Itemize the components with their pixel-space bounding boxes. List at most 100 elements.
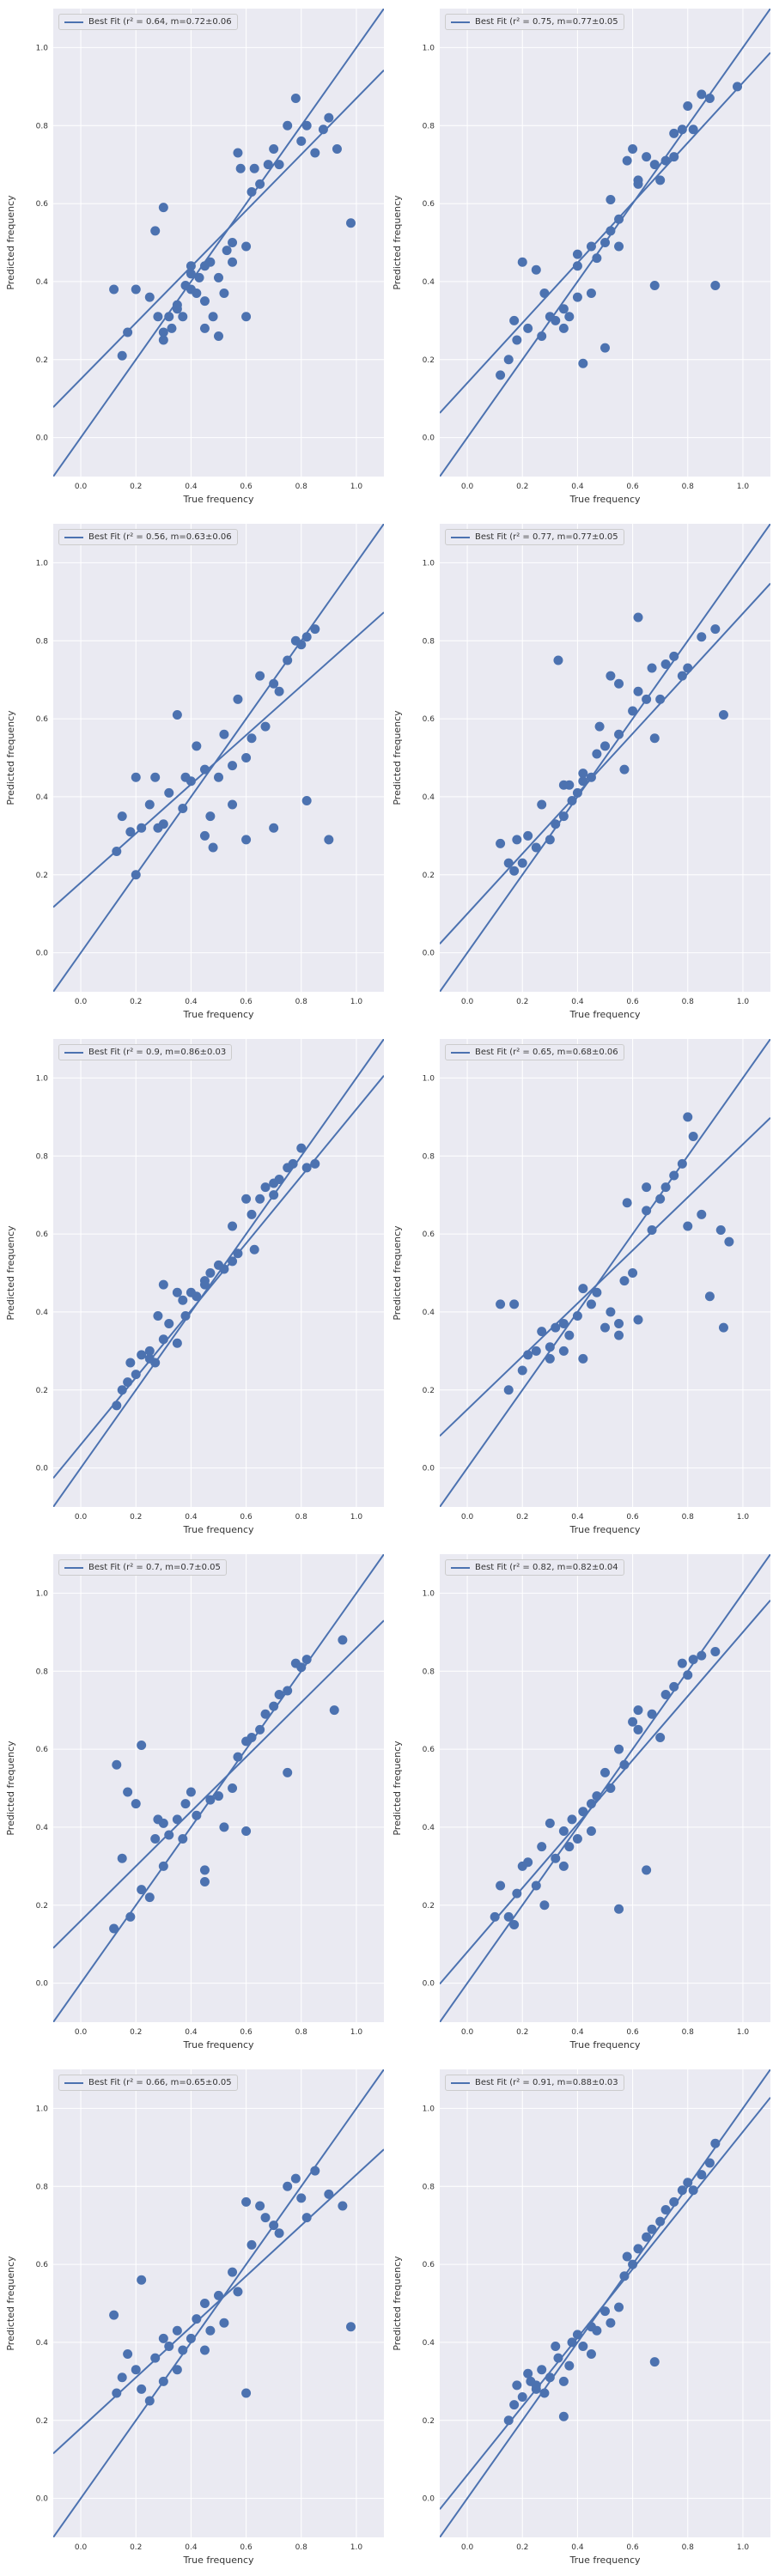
- data-point: [228, 799, 238, 810]
- data-point: [260, 1709, 271, 1719]
- legend-line-swatch: [64, 1051, 83, 1054]
- data-point: [144, 1893, 155, 1903]
- data-point: [551, 819, 561, 829]
- data-point: [205, 811, 216, 822]
- data-point: [123, 2349, 133, 2360]
- legend-label: Best Fit (r² = 0.56, m=0.63±0.06: [88, 532, 232, 542]
- data-point: [655, 175, 666, 185]
- data-point: [704, 93, 715, 103]
- legend-label: Best Fit (r² = 0.65, m=0.68±0.06: [475, 1048, 618, 1057]
- data-point: [241, 753, 252, 762]
- data-point: [704, 2158, 715, 2168]
- data-point: [628, 2259, 638, 2269]
- data-point: [660, 2205, 671, 2215]
- y-tick-label: 0.4: [423, 1824, 435, 1832]
- data-point: [310, 148, 320, 158]
- y-axis-label: Predicted frequency: [392, 195, 403, 290]
- y-tick-label: 0.2: [36, 1902, 48, 1911]
- data-point: [545, 1353, 555, 1364]
- x-tick-label: 0.0: [75, 2028, 88, 2037]
- scatter-panel: 0.0 0.0 0.2 0.2 0.4 0.4 0.6 0.6 0.8 0.8 1.0 1.0 True…: [386, 1030, 773, 1546]
- identity-line: [53, 1554, 384, 2022]
- data-point: [509, 866, 520, 876]
- data-point: [531, 264, 541, 275]
- legend: Best Fit (r² = 0.9, m=0.86±0.03: [58, 1044, 233, 1060]
- data-point: [255, 1194, 265, 1204]
- data-point: [572, 249, 582, 259]
- data-point: [600, 1322, 610, 1333]
- data-point: [622, 2251, 632, 2262]
- data-point: [199, 830, 210, 841]
- data-point: [586, 289, 596, 299]
- identity-line: [440, 1554, 770, 2022]
- data-point: [523, 1350, 533, 1360]
- data-point: [633, 686, 643, 696]
- data-point: [178, 1295, 188, 1305]
- x-axis-label: True frequency: [182, 1009, 254, 1020]
- y-axis-label: Predicted frequency: [392, 2256, 403, 2351]
- data-point: [296, 1143, 307, 1153]
- data-point: [622, 155, 632, 166]
- data-point: [208, 842, 218, 853]
- data-point: [614, 1744, 624, 1754]
- data-point: [178, 312, 188, 322]
- x-tick-label: 0.8: [682, 1513, 695, 1522]
- x-tick-label: 1.0: [350, 1513, 363, 1522]
- scatter-plot: 0.0 0.0 0.2 0.2 0.4 0.4 0.6 0.6 0.8 0.8 1.0 1.0 True…: [392, 524, 770, 1020]
- x-tick-label: 1.0: [350, 998, 363, 1006]
- data-point: [531, 1346, 541, 1356]
- data-point: [247, 1209, 257, 1219]
- x-tick-label: 0.8: [682, 483, 695, 491]
- data-point: [677, 1158, 687, 1169]
- data-point: [324, 112, 334, 123]
- data-point: [545, 2372, 555, 2383]
- data-point: [172, 300, 182, 310]
- data-point: [718, 710, 728, 720]
- x-tick-label: 1.0: [737, 1513, 750, 1522]
- y-tick-label: 0.8: [36, 637, 49, 646]
- data-point: [586, 2349, 596, 2360]
- data-point: [150, 226, 161, 236]
- x-tick-label: 0.0: [75, 1513, 88, 1522]
- x-tick-label: 1.0: [350, 2543, 363, 2552]
- data-point: [567, 795, 577, 805]
- data-point: [172, 2365, 182, 2375]
- data-point: [642, 1182, 652, 1193]
- data-point: [117, 811, 127, 822]
- data-point: [600, 238, 610, 247]
- data-point: [310, 2166, 320, 2176]
- data-point: [260, 721, 271, 732]
- data-point: [655, 1732, 666, 1742]
- data-point: [283, 655, 293, 665]
- y-tick-label: 0.2: [423, 1387, 435, 1395]
- x-tick-label: 0.0: [461, 2543, 474, 2552]
- data-point: [496, 1299, 506, 1309]
- data-point: [614, 1330, 624, 1340]
- scatter-panel: 0.0 0.0 0.2 0.2 0.4 0.4 0.6 0.6 0.8 0.8 1.0 1.0 True…: [386, 2061, 773, 2576]
- data-point: [619, 1276, 630, 1286]
- best-fit-line: [440, 52, 770, 414]
- data-point: [647, 2224, 657, 2234]
- y-axis-label: Predicted frequency: [392, 1225, 403, 1321]
- y-tick-label: 0.6: [36, 2261, 49, 2269]
- x-tick-label: 1.0: [737, 2028, 750, 2037]
- x-tick-label: 0.2: [130, 1513, 142, 1522]
- data-point: [233, 694, 243, 704]
- data-point: [260, 1182, 271, 1193]
- data-point: [558, 2376, 569, 2386]
- data-point: [125, 1358, 136, 1368]
- data-point: [642, 152, 652, 162]
- data-point: [606, 195, 616, 205]
- data-point: [172, 1338, 182, 1348]
- data-point: [537, 331, 547, 341]
- x-tick-label: 0.8: [682, 998, 695, 1006]
- data-point: [194, 272, 204, 283]
- data-point: [619, 1759, 630, 1770]
- data-point: [642, 2232, 652, 2242]
- data-point: [158, 1861, 168, 1871]
- y-tick-label: 0.2: [36, 872, 48, 880]
- scatter-plot: 0.0 0.0 0.2 0.2 0.4 0.4 0.6 0.6 0.8 0.8 1.0 1.0 True…: [5, 2069, 384, 2566]
- y-tick-label: 0.2: [423, 872, 435, 880]
- data-point: [137, 1350, 147, 1360]
